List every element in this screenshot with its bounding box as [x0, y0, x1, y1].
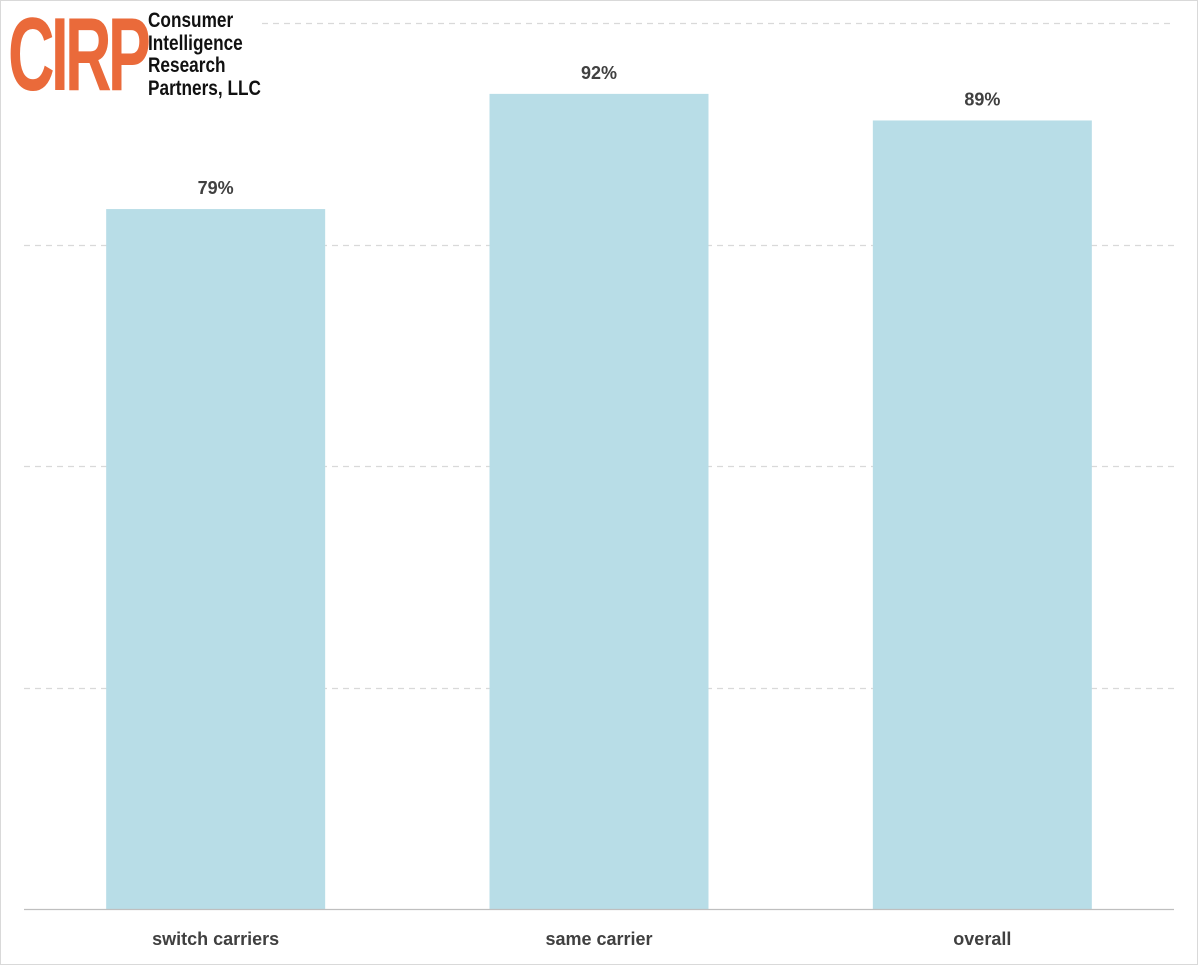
category-label: overall [953, 929, 1011, 949]
cirp-logo: CIRP Consumer Intelligence Research Part… [8, 0, 268, 113]
bar-overall [872, 120, 1092, 909]
logo-line-consumer: Consumer [148, 9, 234, 32]
logo-line-research: Research [148, 54, 226, 77]
category-label: switch carriers [152, 929, 279, 949]
logo-line-partners: Partners, LLC [148, 76, 261, 100]
data-label: 79% [198, 178, 234, 198]
cirp-logo-text: Consumer Intelligence Research Partners,… [148, 9, 261, 100]
logo-line-intelligence: Intelligence [148, 31, 243, 55]
category-label: same carrier [545, 929, 652, 949]
data-label: 89% [964, 89, 1000, 109]
cirp-logo-mark: CIRP [8, 0, 151, 113]
bar-switch-carriers [106, 209, 326, 909]
data-label: 92% [581, 63, 617, 83]
bar-same-carrier [489, 93, 709, 909]
